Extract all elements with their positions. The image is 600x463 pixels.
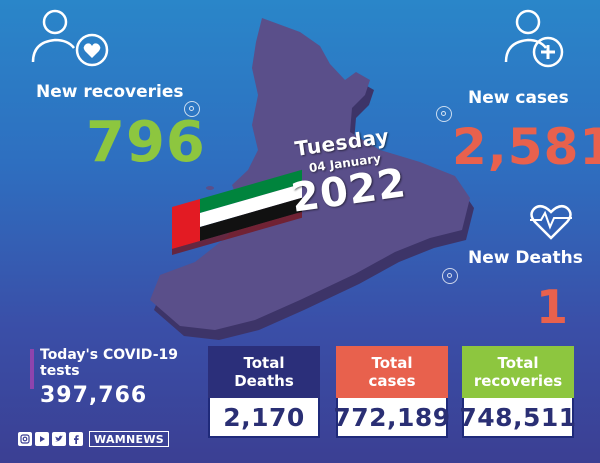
- date-block: Tuesday 04 January 2022: [261, 119, 435, 250]
- ring-icon: [436, 106, 452, 122]
- total-cases-value: 772,189: [333, 398, 450, 438]
- tests-label: Today's COVID-19 tests: [40, 347, 178, 379]
- card-header: Total recoveries: [462, 346, 574, 398]
- heart-pulse-icon: [530, 204, 572, 240]
- new-deaths-value: 1: [536, 280, 570, 334]
- ring-icon: [442, 268, 458, 284]
- island: [206, 186, 214, 190]
- card-header: Total Deaths: [208, 346, 320, 398]
- total-cases-card: Total cases 772,189: [333, 346, 450, 438]
- card-label-line2: Deaths: [234, 372, 294, 390]
- new-deaths-label: New Deaths: [468, 248, 583, 268]
- total-recoveries-card: Total recoveries 748,511: [459, 346, 576, 438]
- card-label-line2: recoveries: [473, 372, 563, 390]
- total-deaths-value: 2,170: [208, 398, 320, 438]
- tests-value: 397,766: [40, 383, 148, 408]
- social-footer: WAMNEWS: [18, 429, 169, 449]
- new-recoveries-value: 796: [86, 110, 206, 175]
- facebook-icon[interactable]: [69, 432, 83, 446]
- tests-accent-bar: [30, 349, 34, 389]
- ring-icon: [184, 101, 200, 117]
- wamnews-handle[interactable]: WAMNEWS: [89, 431, 169, 447]
- total-recoveries-value: 748,511: [459, 398, 576, 438]
- map-shape: [150, 18, 470, 330]
- card-label-line1: Total: [243, 354, 285, 372]
- person-heart-icon: [31, 9, 109, 67]
- card-label-line2: cases: [368, 372, 416, 390]
- new-cases-label: New cases: [468, 88, 569, 108]
- new-cases-value: 2,581: [452, 118, 600, 176]
- card-label-line1: Total: [371, 354, 413, 372]
- person-plus-icon: [504, 9, 564, 68]
- twitter-icon[interactable]: [52, 432, 66, 446]
- card-label-line1: Total: [497, 354, 539, 372]
- instagram-icon[interactable]: [18, 432, 32, 446]
- total-deaths-card: Total Deaths 2,170: [208, 346, 320, 438]
- new-recoveries-label: New recoveries: [36, 82, 184, 102]
- uae-flag: [172, 169, 302, 255]
- card-header: Total cases: [336, 346, 448, 398]
- youtube-icon[interactable]: [35, 432, 49, 446]
